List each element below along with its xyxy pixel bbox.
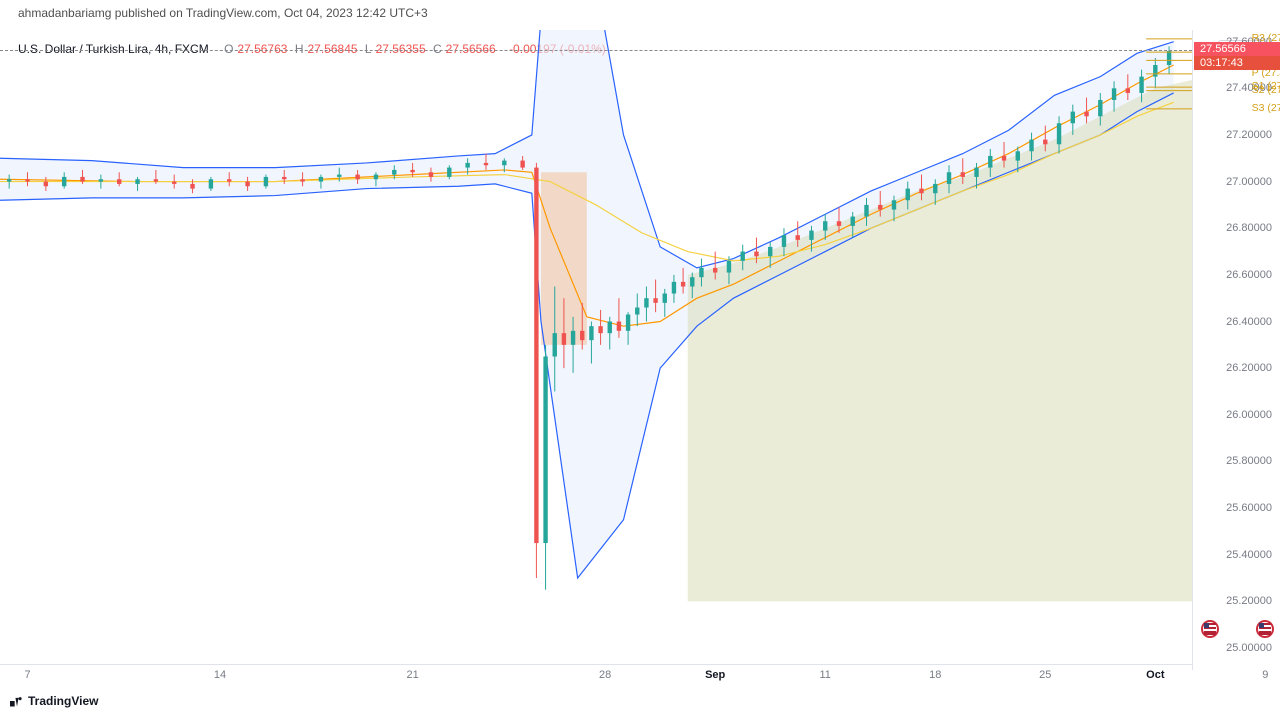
x-tick: 9 xyxy=(1262,669,1268,681)
publish-info: ahmadanbariamg published on TradingView.… xyxy=(18,6,428,20)
x-tick: 28 xyxy=(599,669,611,681)
y-tick: 26.20000 xyxy=(1226,362,1272,374)
brand-text: TradingView xyxy=(28,694,98,708)
x-tick: 14 xyxy=(214,669,226,681)
countdown-value: 03:17:43 xyxy=(1194,56,1280,70)
x-tick: 18 xyxy=(929,669,941,681)
price-axis[interactable]: 25.00000 25.20000 25.40000 25.60000 25.80000… xyxy=(1192,30,1280,670)
y-tick: 26.00000 xyxy=(1226,409,1272,421)
y-tick: 26.40000 xyxy=(1226,316,1272,328)
x-tick: 25 xyxy=(1039,669,1051,681)
y-tick: 27.00000 xyxy=(1226,176,1272,188)
pivot-label: S3 (27.312) xyxy=(1252,102,1280,114)
x-tick: 11 xyxy=(820,669,831,681)
last-price-line xyxy=(0,50,1192,51)
y-tick: 27.20000 xyxy=(1226,129,1272,141)
x-tick: 7 xyxy=(24,669,30,681)
y-tick: 26.60000 xyxy=(1226,269,1272,281)
y-tick: 25.20000 xyxy=(1226,595,1272,607)
last-price-value: 27.56566 xyxy=(1194,42,1280,56)
y-tick: 26.80000 xyxy=(1226,222,1272,234)
time-axis[interactable]: 7142128Sep111825Oct916 xyxy=(0,664,1192,686)
y-tick: 25.60000 xyxy=(1226,502,1272,514)
y-tick: 25.80000 xyxy=(1226,455,1272,467)
tradingview-logo: TradingView xyxy=(10,694,98,708)
x-tick: 21 xyxy=(406,669,418,681)
x-tick: Sep xyxy=(705,669,725,681)
x-tick: Oct xyxy=(1146,669,1164,681)
price-chart[interactable] xyxy=(0,30,1192,670)
y-tick: 25.00000 xyxy=(1226,642,1272,654)
y-tick: 25.40000 xyxy=(1226,549,1272,561)
pivot-label: S2 (27.39) xyxy=(1252,84,1280,96)
